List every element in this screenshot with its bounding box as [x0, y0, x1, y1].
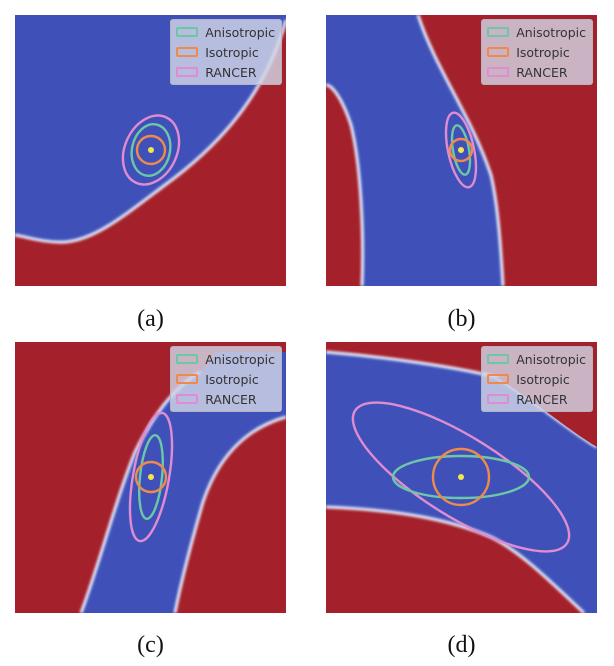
isotropic-circle	[135, 134, 167, 166]
anisotropic-ellipse	[138, 434, 164, 520]
legend-item-rancer: RANCER	[176, 62, 275, 82]
legend-item-isotropic: Isotropic	[487, 42, 586, 62]
legend: Anisotropic Isotropic RANCER	[170, 19, 282, 85]
blue-band	[326, 15, 503, 286]
anisotropic-swatch	[487, 27, 510, 37]
anisotropic-swatch	[176, 27, 199, 37]
center-point	[148, 474, 154, 480]
isotropic-circle	[448, 137, 474, 163]
legend-label: Isotropic	[205, 44, 259, 60]
anisotropic-swatch	[487, 354, 510, 364]
isotropic-circle	[134, 460, 168, 494]
boundary-line-right	[416, 15, 505, 286]
legend-label: Anisotropic	[205, 351, 275, 367]
legend-label: RANCER	[516, 391, 568, 407]
legend-item-anisotropic: Anisotropic	[487, 22, 586, 42]
legend-label: RANCER	[516, 64, 568, 80]
legend-label: Anisotropic	[516, 351, 586, 367]
rancer-swatch	[176, 394, 199, 404]
center-point	[148, 147, 154, 153]
boundary-line-right	[173, 415, 286, 613]
legend-label: Isotropic	[205, 371, 259, 387]
legend-item-rancer: RANCER	[176, 389, 275, 409]
caption-d: (d)	[447, 632, 476, 658]
legend-item-isotropic: Isotropic	[176, 369, 275, 389]
caption-a: (a)	[137, 306, 164, 332]
rancer-ellipse	[351, 401, 571, 553]
isotropic-swatch	[176, 374, 199, 384]
anisotropic-swatch	[176, 354, 199, 364]
rancer-swatch	[487, 67, 510, 77]
rancer-ellipse	[121, 114, 181, 186]
anisotropic-ellipse	[450, 124, 472, 176]
panel-c: Anisotropic Isotropic RANCER	[15, 342, 286, 613]
legend-item-anisotropic: Anisotropic	[487, 349, 586, 369]
anisotropic-ellipse	[130, 123, 172, 177]
legend-item-rancer: RANCER	[487, 389, 586, 409]
isotropic-swatch	[176, 47, 199, 57]
legend-label: Anisotropic	[205, 24, 275, 40]
legend-label: RANCER	[205, 391, 257, 407]
blue-band	[326, 352, 597, 613]
center-point	[458, 474, 464, 480]
rancer-ellipse	[128, 411, 174, 543]
boundary-line-left	[326, 83, 365, 286]
legend-item-anisotropic: Anisotropic	[176, 349, 275, 369]
legend-item-anisotropic: Anisotropic	[176, 22, 275, 42]
rancer-swatch	[487, 394, 510, 404]
legend: Anisotropic Isotropic RANCER	[170, 346, 282, 412]
rancer-ellipse	[444, 111, 478, 189]
caption-c: (c)	[137, 632, 164, 658]
legend-item-rancer: RANCER	[487, 62, 586, 82]
panel-a: Anisotropic Isotropic RANCER	[15, 15, 286, 286]
anisotropic-ellipse	[391, 454, 531, 500]
isotropic-circle	[431, 447, 491, 507]
legend: Anisotropic Isotropic RANCER	[481, 346, 593, 412]
panel-b: Anisotropic Isotropic RANCER	[326, 15, 597, 286]
legend-label: Isotropic	[516, 371, 570, 387]
panel-d: Anisotropic Isotropic RANCER	[326, 342, 597, 613]
legend-item-isotropic: Isotropic	[176, 42, 275, 62]
center-point	[458, 147, 464, 153]
boundary-line	[15, 19, 286, 244]
legend-label: RANCER	[205, 64, 257, 80]
caption-b: (b)	[447, 306, 476, 332]
legend: Anisotropic Isotropic RANCER	[481, 19, 593, 85]
blue-band	[81, 352, 286, 613]
legend-item-isotropic: Isotropic	[487, 369, 586, 389]
isotropic-swatch	[487, 374, 510, 384]
legend-label: Anisotropic	[516, 24, 586, 40]
isotropic-swatch	[487, 47, 510, 57]
legend-label: Isotropic	[516, 44, 570, 60]
rancer-swatch	[176, 67, 199, 77]
